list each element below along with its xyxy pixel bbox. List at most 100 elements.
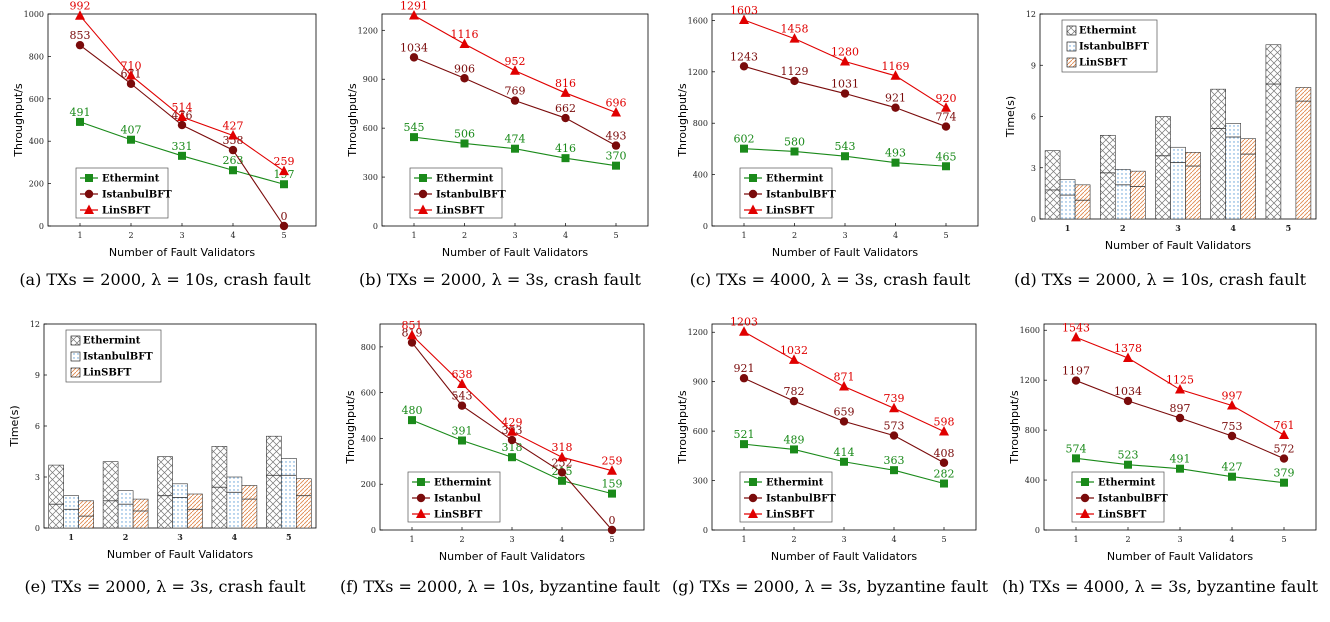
data-label: 1603 [730, 4, 758, 17]
legend-label: Ethermint [766, 478, 824, 489]
y-tick-label: 900 [693, 378, 708, 387]
legend-label: IstanbulBFT [766, 190, 836, 201]
series-istanbulbft: 1034 906 769 662 493 [400, 41, 627, 150]
data-point [507, 435, 517, 445]
legend-label: Ethermint [766, 174, 824, 185]
panel-caption: (g) TXs = 2000, λ = 3s, byzantine fault [672, 577, 989, 596]
data-point [889, 402, 899, 413]
data-point [76, 117, 84, 126]
data-point [607, 465, 617, 475]
data-point [228, 129, 238, 140]
legend-marker [748, 493, 758, 503]
data-label: 574 [1066, 442, 1087, 455]
data-point [458, 436, 466, 445]
x-tick-label: 4 [230, 231, 235, 240]
data-label: 465 [936, 150, 957, 163]
data-label: 543 [452, 390, 473, 403]
data-point [790, 445, 798, 454]
bar-ethermint [1210, 88, 1226, 220]
data-label: 659 [834, 405, 855, 418]
legend-marker [84, 189, 94, 199]
data-point [460, 139, 469, 148]
y-tick-label: 200 [29, 180, 44, 189]
x-tick-label: 5 [941, 535, 946, 544]
data-point [740, 440, 748, 449]
x-tick-label: 5 [281, 231, 286, 240]
bar-linsbft [187, 493, 203, 529]
data-point [1228, 472, 1236, 481]
data-label: 920 [936, 92, 957, 105]
data-point [1279, 454, 1289, 463]
data-point [739, 62, 749, 71]
x-axis-label: Number of Fault Validators [771, 550, 917, 563]
data-point [840, 89, 850, 98]
legend-item: IstanbulBFT [1076, 494, 1168, 505]
legend-item: Ethermint [70, 336, 141, 347]
data-label: 921 [734, 362, 755, 375]
data-point [940, 479, 948, 488]
panel-caption: (f) TXs = 2000, λ = 10s, byzantine fault [340, 577, 661, 596]
y-tick-label: 400 [29, 137, 44, 146]
data-point [612, 161, 620, 170]
legend-marker [748, 189, 758, 199]
data-label: 753 [1222, 420, 1243, 433]
data-label: 363 [884, 454, 905, 467]
x-tick-label: 1 [1065, 223, 1071, 233]
legend-label: IstanbulBFT [102, 190, 172, 201]
data-point [789, 354, 799, 364]
bar-ethermint [1155, 116, 1171, 220]
data-point [790, 147, 799, 156]
legend-swatch [1066, 57, 1077, 68]
y-axis-label: Throughput/s [676, 83, 689, 158]
data-point [1175, 384, 1185, 394]
data-label: 816 [555, 77, 576, 90]
data-point [510, 96, 520, 105]
data-label: 580 [784, 135, 805, 148]
data-point [407, 329, 417, 340]
legend-item: LinSBFT [414, 204, 485, 217]
y-tick-label: 800 [1025, 426, 1040, 435]
x-axis-label: Number of Fault Validators [1107, 550, 1253, 563]
legend-label: LinSBFT [766, 510, 815, 521]
legend-item: LinSBFT [1076, 508, 1147, 521]
legend-marker [749, 478, 757, 486]
data-label: 407 [121, 124, 142, 137]
data-point [607, 525, 617, 535]
data-point [608, 489, 616, 498]
bar-linsbft [1130, 170, 1146, 220]
data-label: 491 [1170, 453, 1191, 466]
data-label: 358 [223, 134, 244, 147]
data-label: 0 [609, 514, 616, 527]
legend-label: LinSBFT [434, 510, 483, 521]
y-axis-label: Time(s) [1004, 96, 1017, 138]
bar-istanbulbft [1225, 123, 1241, 220]
legend-item: IstanbulBFT [70, 352, 153, 363]
data-point [739, 374, 749, 383]
data-label: 1129 [781, 65, 809, 78]
legend-label: Istanbul [434, 494, 481, 505]
legend-item: Ethermint [744, 174, 824, 185]
data-label: 159 [602, 478, 623, 491]
panel-caption: (b) TXs = 2000, λ = 3s, crash fault [359, 270, 641, 289]
x-axis-label: Number of Fault Validators [772, 246, 918, 259]
y-tick-label: 1600 [688, 16, 708, 25]
bar-istanbulbft [226, 476, 243, 529]
legend-swatch [1066, 25, 1077, 36]
data-point [839, 380, 849, 391]
legend-label: IstanbulBFT [1079, 42, 1149, 53]
data-point [75, 10, 85, 20]
data-point [789, 33, 800, 43]
data-point [939, 425, 949, 436]
x-tick-label: 3 [179, 231, 184, 240]
panel-caption: (d) TXs = 2000, λ = 10s, crash fault [1014, 270, 1307, 289]
x-tick-label: 1 [411, 231, 416, 240]
x-tick-label: 2 [791, 535, 796, 544]
legend-item: LinSBFT [80, 204, 151, 217]
data-point [279, 165, 289, 176]
data-point [457, 401, 467, 410]
data-label: 416 [555, 142, 576, 155]
series-linsbft: 1203 1032 871 739 598 [730, 316, 955, 436]
data-point [557, 451, 567, 462]
x-tick-label: 5 [613, 231, 618, 240]
data-label: 252 [552, 456, 573, 469]
